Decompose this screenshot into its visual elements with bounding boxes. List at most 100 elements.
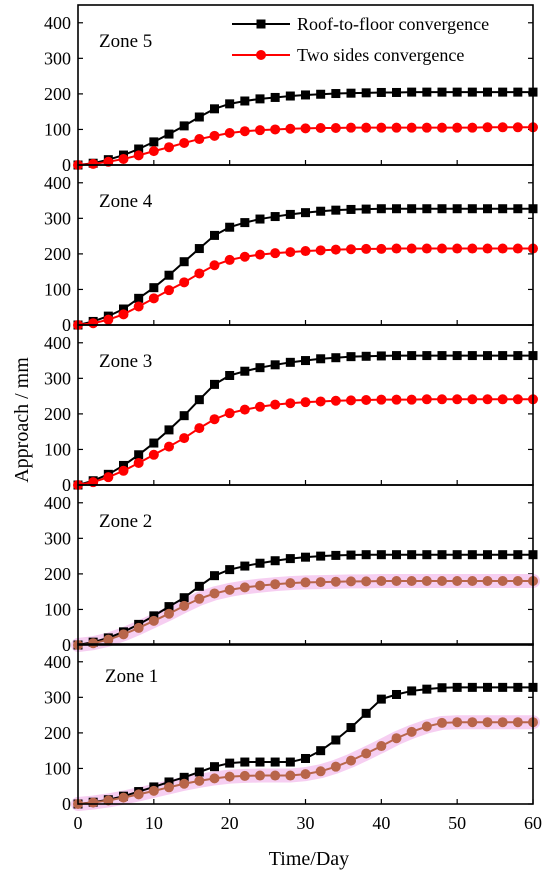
point-sides bbox=[467, 717, 478, 728]
point-roof bbox=[483, 204, 492, 214]
point-sides bbox=[391, 243, 402, 254]
point-sides bbox=[255, 401, 265, 412]
point-sides bbox=[437, 243, 447, 254]
point-sides bbox=[179, 277, 190, 288]
y-tick-label: 0 bbox=[62, 635, 71, 655]
point-sides bbox=[148, 293, 159, 304]
point-roof bbox=[392, 87, 401, 97]
point-roof bbox=[498, 204, 508, 214]
point-sides bbox=[270, 579, 281, 590]
point-sides bbox=[224, 771, 235, 782]
point-roof bbox=[452, 204, 462, 214]
point-sides bbox=[376, 122, 387, 133]
point-roof bbox=[119, 304, 128, 314]
point-roof bbox=[240, 757, 250, 767]
y-tick-label: 400 bbox=[44, 173, 71, 193]
point-sides bbox=[239, 126, 250, 137]
point-roof bbox=[452, 550, 462, 560]
point-sides bbox=[482, 717, 493, 728]
point-roof bbox=[255, 214, 265, 224]
y-tick-label: 400 bbox=[44, 333, 71, 353]
point-sides bbox=[467, 576, 478, 586]
point-roof bbox=[407, 686, 417, 696]
point-sides bbox=[452, 243, 463, 254]
point-sides bbox=[315, 577, 326, 588]
point-roof bbox=[467, 682, 477, 692]
point-sides bbox=[88, 158, 99, 169]
point-sides bbox=[118, 629, 129, 640]
point-roof bbox=[513, 204, 523, 214]
point-sides bbox=[179, 137, 190, 148]
point-sides bbox=[285, 123, 296, 134]
point-sides bbox=[361, 122, 372, 133]
point-sides bbox=[224, 584, 235, 595]
series-line-roof bbox=[77, 354, 533, 486]
point-roof bbox=[225, 370, 235, 380]
point-sides bbox=[300, 246, 311, 257]
point-sides bbox=[452, 122, 463, 133]
point-roof bbox=[240, 96, 250, 106]
point-roof bbox=[483, 550, 492, 560]
point-roof bbox=[285, 91, 295, 101]
point-roof bbox=[331, 205, 341, 215]
point-sides bbox=[133, 150, 144, 161]
point-sides bbox=[512, 243, 523, 254]
point-sides bbox=[164, 441, 174, 452]
point-roof bbox=[407, 204, 417, 214]
point-sides bbox=[194, 593, 205, 604]
y-tick-label: 0 bbox=[62, 315, 71, 335]
series-line-sides bbox=[77, 398, 533, 486]
point-roof bbox=[513, 351, 523, 361]
point-sides bbox=[103, 634, 114, 645]
point-roof bbox=[498, 550, 508, 560]
x-tick-label: 60 bbox=[524, 813, 542, 833]
zone-label: Zone 5 bbox=[99, 31, 152, 52]
point-roof bbox=[437, 204, 447, 214]
point-roof bbox=[346, 352, 356, 362]
point-sides bbox=[164, 782, 174, 793]
point-sides bbox=[255, 125, 265, 136]
point-sides bbox=[421, 721, 432, 732]
point-roof bbox=[407, 550, 417, 560]
point-sides bbox=[194, 134, 205, 145]
point-roof bbox=[452, 87, 462, 97]
point-roof bbox=[225, 222, 235, 232]
point-roof bbox=[179, 257, 189, 267]
point-sides bbox=[194, 775, 205, 786]
point-sides bbox=[376, 394, 387, 405]
point-roof bbox=[513, 87, 523, 97]
point-roof bbox=[179, 411, 189, 421]
y-tick-label: 0 bbox=[62, 155, 71, 175]
point-sides bbox=[224, 408, 235, 419]
point-roof bbox=[149, 438, 159, 448]
point-sides bbox=[300, 397, 311, 408]
point-sides bbox=[300, 123, 311, 134]
point-sides bbox=[437, 576, 447, 586]
point-sides bbox=[406, 726, 417, 737]
point-roof bbox=[346, 550, 356, 560]
point-roof bbox=[422, 351, 432, 361]
y-tick-label: 200 bbox=[44, 244, 71, 264]
point-sides bbox=[330, 244, 341, 255]
point-sides bbox=[421, 122, 432, 133]
point-sides bbox=[270, 124, 281, 135]
point-sides bbox=[148, 615, 159, 626]
point-sides bbox=[148, 785, 159, 796]
point-sides bbox=[88, 797, 99, 808]
point-sides bbox=[391, 394, 402, 405]
legend-marker-sides bbox=[256, 50, 266, 60]
point-roof bbox=[316, 746, 326, 756]
y-tick-label: 100 bbox=[44, 758, 71, 778]
point-roof bbox=[134, 144, 144, 154]
point-roof bbox=[483, 351, 492, 361]
point-sides bbox=[285, 247, 296, 258]
point-sides bbox=[300, 577, 311, 588]
y-tick-label: 100 bbox=[44, 439, 71, 459]
point-sides bbox=[118, 465, 129, 476]
point-sides bbox=[467, 394, 478, 405]
point-roof bbox=[467, 204, 477, 214]
x-tick-label: 0 bbox=[74, 813, 83, 833]
point-sides bbox=[133, 789, 144, 800]
point-sides bbox=[330, 576, 341, 587]
